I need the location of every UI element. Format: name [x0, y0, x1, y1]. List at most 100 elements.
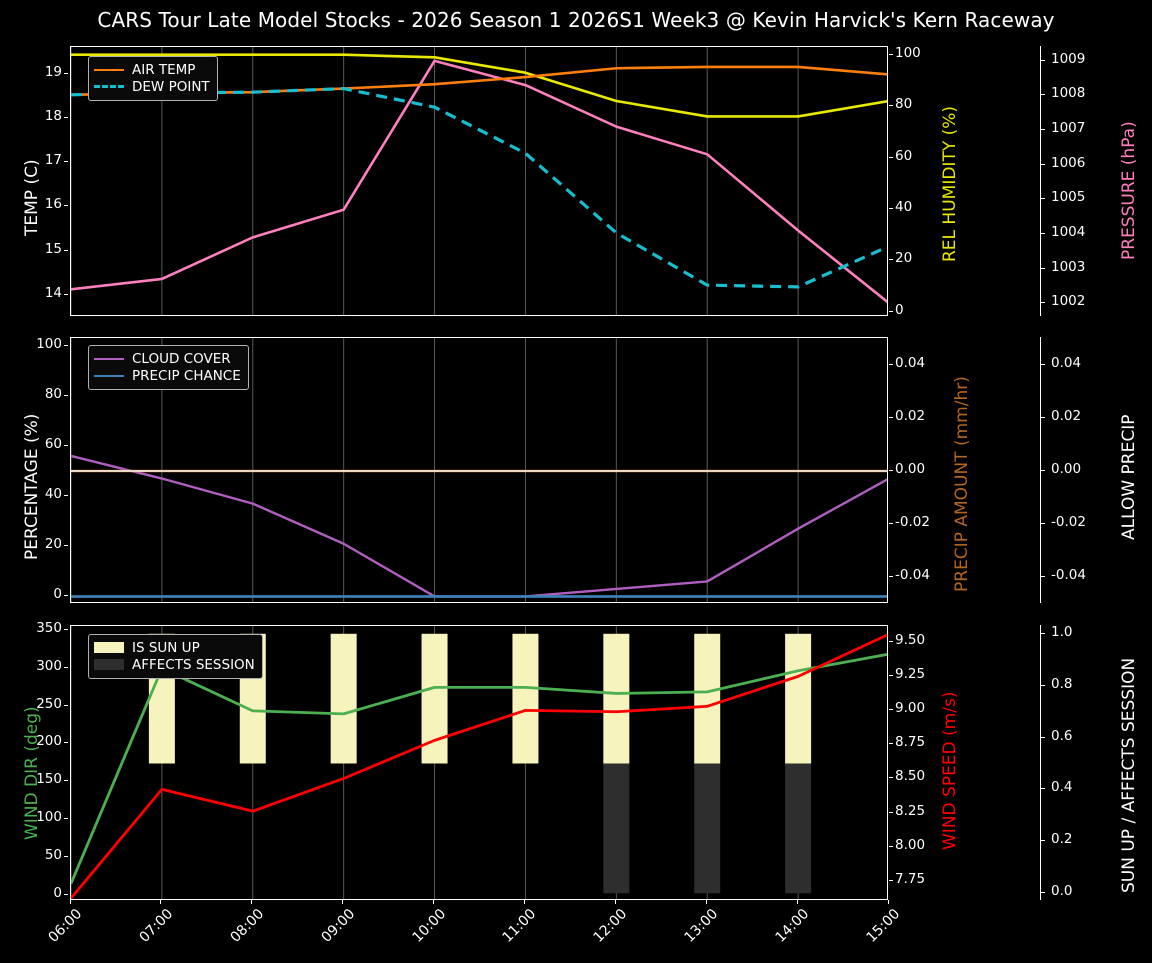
legend-label: PRECIP CHANCE [132, 367, 241, 384]
panel2-ylabel-precip-amount: PRECIP AMOUNT (mm/hr) [952, 376, 972, 592]
axis-tick-mark [64, 394, 68, 396]
axis-tick-label: 50 [44, 847, 62, 864]
axis-tick-mark [889, 811, 893, 813]
axis-tick-label: 250 [36, 695, 62, 712]
panel2-allow-precip-spine [1040, 337, 1042, 603]
axis-tick-mark [64, 161, 68, 163]
axis-tick-label: 1.0 [1051, 623, 1073, 640]
legend-item-affects-session: AFFECTS SESSION [94, 656, 255, 673]
axis-tick-mark [889, 416, 893, 418]
axis-tick-mark [64, 344, 68, 346]
panel1-ylabel-humidity: REL HUMIDITY (%) [940, 105, 960, 262]
x-axis-tick-mark [887, 900, 889, 904]
panel3-sunup-spine [1040, 625, 1042, 900]
x-axis-tick-mark [433, 900, 435, 904]
axis-tick-label: 0 [53, 884, 62, 901]
axis-tick-mark [64, 249, 68, 251]
axis-tick-mark [1041, 163, 1045, 165]
panel1-plot-area [70, 46, 888, 316]
precip-chance-line-swatch [94, 374, 124, 377]
axis-tick-label: 20 [895, 250, 913, 267]
axis-tick-label: 0.02 [895, 407, 926, 424]
axis-tick-label: 19 [44, 63, 62, 80]
axis-tick-label: 0 [895, 301, 904, 318]
axis-tick-mark [889, 709, 893, 711]
axis-tick-label: 8.75 [895, 734, 926, 751]
axis-tick-mark [1041, 267, 1045, 269]
axis-tick-mark [64, 444, 68, 446]
axis-tick-label: 1005 [1051, 189, 1086, 206]
axis-tick-label: 9.50 [895, 632, 926, 649]
axis-tick-mark [889, 105, 893, 107]
legend-item-cloud-cover: CLOUD COVER [94, 350, 241, 367]
axis-tick-mark [64, 704, 68, 706]
axis-tick-mark [64, 666, 68, 668]
axis-tick-label: 60 [44, 435, 62, 452]
axis-tick-label: 150 [36, 771, 62, 788]
x-axis-tick-mark [796, 900, 798, 904]
x-axis-tick-label: 12:00 [590, 906, 631, 946]
x-axis-tick-label: 11:00 [499, 906, 540, 946]
axis-tick-label: 1002 [1051, 293, 1086, 310]
axis-tick-label: 1009 [1051, 50, 1086, 67]
panel3-ylabel-sunup: SUN UP / AFFECTS SESSION [1119, 657, 1139, 893]
panel1-series-svg [71, 47, 887, 315]
axis-tick-mark [889, 523, 893, 525]
axis-tick-mark [889, 879, 893, 881]
panel2-ylabel-percentage: PERCENTAGE (%) [22, 413, 42, 560]
cloud-cover-line-swatch [94, 357, 124, 360]
axis-tick-mark [64, 293, 68, 295]
axis-tick-mark [889, 576, 893, 578]
axis-tick-mark [1041, 840, 1045, 842]
axis-tick-mark [64, 893, 68, 895]
axis-tick-label: 1003 [1051, 258, 1086, 275]
panel1-ylabel-pressure: PRESSURE (hPa) [1119, 121, 1139, 260]
axis-tick-mark [889, 156, 893, 158]
legend-label: IS SUN UP [132, 639, 200, 656]
axis-tick-label: 100 [36, 335, 62, 352]
axis-tick-label: 1004 [1051, 223, 1086, 240]
axis-tick-label: 0.02 [1051, 407, 1082, 424]
axis-tick-mark [1041, 523, 1045, 525]
axis-tick-label: 0.2 [1051, 831, 1073, 848]
axis-tick-mark [64, 780, 68, 782]
panel1-ylabel-temp: TEMP (C) [22, 159, 42, 236]
axis-tick-mark [889, 845, 893, 847]
x-axis-tick-label: 08:00 [227, 906, 268, 946]
axis-tick-mark [889, 641, 893, 643]
axis-tick-label: 9.00 [895, 700, 926, 717]
axis-tick-label: 7.75 [895, 870, 926, 887]
axis-tick-label: 18 [44, 107, 62, 124]
legend-item-precip-chance: PRECIP CHANCE [94, 367, 241, 384]
panel1-pressure-spine [1040, 46, 1042, 316]
panel3-ylabel-wind-dir: WIND DIR (deg) [22, 706, 42, 840]
axis-tick-label: -0.04 [1051, 567, 1086, 584]
axis-tick-label: 0.04 [1051, 354, 1082, 371]
axis-tick-mark [1041, 576, 1045, 578]
axis-tick-label: 200 [36, 733, 62, 750]
page-title: CARS Tour Late Model Stocks - 2026 Seaso… [97, 8, 1055, 32]
axis-tick-mark [64, 495, 68, 497]
axis-tick-mark [1041, 232, 1045, 234]
axis-tick-mark [1041, 684, 1045, 686]
axis-tick-mark [64, 205, 68, 207]
axis-tick-mark [889, 743, 893, 745]
axis-tick-mark [889, 208, 893, 209]
axis-tick-mark [1041, 632, 1045, 634]
axis-tick-mark [1041, 302, 1045, 304]
axis-tick-label: 15 [44, 240, 62, 257]
legend-item-dew-point: DEW POINT [94, 78, 210, 95]
x-axis-tick-mark [523, 900, 525, 904]
legend-label: AIR TEMP [132, 61, 196, 78]
axis-tick-mark [889, 363, 893, 365]
legend-label: AFFECTS SESSION [132, 656, 255, 673]
axis-tick-mark [1041, 788, 1045, 790]
axis-tick-mark [889, 310, 893, 312]
axis-tick-mark [64, 818, 68, 820]
axis-tick-label: 0.00 [1051, 461, 1082, 477]
x-axis-tick-label: 09:00 [318, 906, 358, 946]
axis-tick-label: 40 [44, 486, 62, 503]
axis-tick-mark [64, 595, 68, 597]
axis-tick-mark [64, 742, 68, 744]
